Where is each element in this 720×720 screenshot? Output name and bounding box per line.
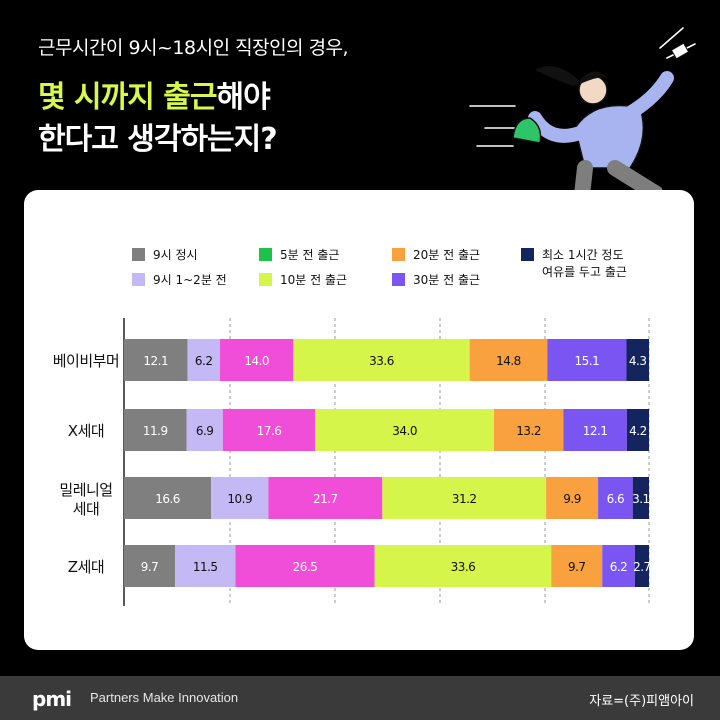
data-label: 6.2 <box>610 560 628 574</box>
data-label: 12.1 <box>143 354 168 368</box>
source-credit: 자료=(주)피앰아이 <box>589 694 694 709</box>
bar-segment <box>598 477 633 519</box>
legend-label-line: 20분 전 출근 <box>413 248 480 262</box>
data-label: 9.7 <box>141 560 159 574</box>
bar-segment <box>187 339 220 381</box>
legend-label-line: 5분 전 출근 <box>280 248 339 262</box>
header-line-2: 몇 시까지 출근해야 <box>38 72 271 116</box>
data-label: 9.7 <box>568 560 586 574</box>
legend-label-line: 10분 전 출근 <box>280 273 347 287</box>
category-label: 밀레니얼 <box>59 481 112 499</box>
legend-swatch <box>132 273 145 286</box>
data-label: 4.3 <box>629 354 647 368</box>
bar-segment <box>382 477 547 519</box>
data-label: 3.1 <box>632 492 650 506</box>
footer-bar: pmi Partners Make Innovation 자료=(주)피앰아이 <box>0 676 720 720</box>
bar-segment <box>235 545 375 587</box>
legend-label-line: 최소 1시간 정도 <box>542 248 624 262</box>
data-label: 6.6 <box>607 492 625 506</box>
legend-label: 9시 정시 <box>153 248 198 262</box>
legend-label-line: 여유를 두고 출근 <box>542 265 627 279</box>
footer-tagline: Partners Make Innovation <box>90 690 239 705</box>
data-label: 33.6 <box>451 560 476 574</box>
legend-label: 20분 전 출근 <box>413 248 480 262</box>
bar-segment <box>186 409 223 451</box>
data-label: 15.1 <box>574 354 599 368</box>
legend-label: 30분 전 출근 <box>413 273 480 287</box>
bar-segment <box>211 477 269 519</box>
data-label: 33.6 <box>369 354 394 368</box>
bar-segment <box>374 545 552 587</box>
legend-label: 5분 전 출근 <box>280 248 339 262</box>
bar-segment <box>493 409 564 451</box>
category-label: X세대 <box>68 422 104 440</box>
legend-swatch <box>392 273 405 286</box>
bar-segment <box>315 409 494 451</box>
bar-segment <box>546 477 599 519</box>
data-label: 16.6 <box>155 492 180 506</box>
bar-segment <box>174 545 236 587</box>
bar-segment <box>626 409 649 451</box>
bar-segment <box>602 545 635 587</box>
bar-segment <box>632 477 649 519</box>
legend-swatch <box>259 273 272 286</box>
data-label: 10.9 <box>227 492 252 506</box>
data-label: 34.0 <box>392 424 417 438</box>
data-label: 12.1 <box>583 424 608 438</box>
legend-label-line: 9시 1~2분 전 <box>153 273 227 287</box>
data-label: 4.2 <box>629 424 647 438</box>
bar-segment <box>547 339 627 381</box>
bar-segment <box>551 545 603 587</box>
data-label: 11.5 <box>193 560 218 574</box>
bar-segment <box>219 339 294 381</box>
bar-segment <box>293 339 470 381</box>
bar-segment <box>124 477 212 519</box>
data-label: 31.2 <box>452 492 477 506</box>
data-label: 14.8 <box>496 354 521 368</box>
data-label: 11.9 <box>143 424 168 438</box>
legend-label: 10분 전 출근 <box>280 273 347 287</box>
data-label: 13.2 <box>516 424 541 438</box>
category-label: Z세대 <box>68 558 104 576</box>
legend-swatch <box>132 248 145 261</box>
bar-segment <box>124 339 188 381</box>
header-highlight: 몇 시까지 출근 <box>38 80 217 115</box>
legend-label-line: 30분 전 출근 <box>413 273 480 287</box>
bar-segment <box>563 409 627 451</box>
data-label: 6.9 <box>196 424 214 438</box>
bar-segment <box>124 409 187 451</box>
legend-swatch <box>392 248 405 261</box>
bar-segment <box>626 339 649 381</box>
data-label: 9.9 <box>563 492 581 506</box>
header-line-3: 한다고 생각하는지? <box>38 122 278 157</box>
bar-segment <box>222 409 316 451</box>
data-label: 26.5 <box>293 560 318 574</box>
data-label: 14.0 <box>244 354 269 368</box>
legend-label: 9시 1~2분 전 <box>153 273 227 287</box>
data-label: 17.6 <box>257 424 282 438</box>
data-label: 6.2 <box>195 354 213 368</box>
pmi-logo: pmi <box>32 687 72 711</box>
category-label: 세대 <box>73 500 100 518</box>
bar-segment <box>268 477 383 519</box>
data-label: 21.7 <box>313 492 338 506</box>
category-label: 베이비부머 <box>53 352 120 370</box>
legend-label-line: 9시 정시 <box>153 248 198 262</box>
data-label: 2.7 <box>633 560 651 574</box>
legend-swatch <box>521 248 534 261</box>
header-line-1: 근무시간이 9시~18시인 직장인의 경우, <box>38 37 349 59</box>
bar-segment <box>469 339 548 381</box>
legend-swatch <box>259 248 272 261</box>
bar-segment <box>634 545 649 587</box>
bar-segment <box>124 545 175 587</box>
header-line-2-rest: 해야 <box>216 80 271 115</box>
